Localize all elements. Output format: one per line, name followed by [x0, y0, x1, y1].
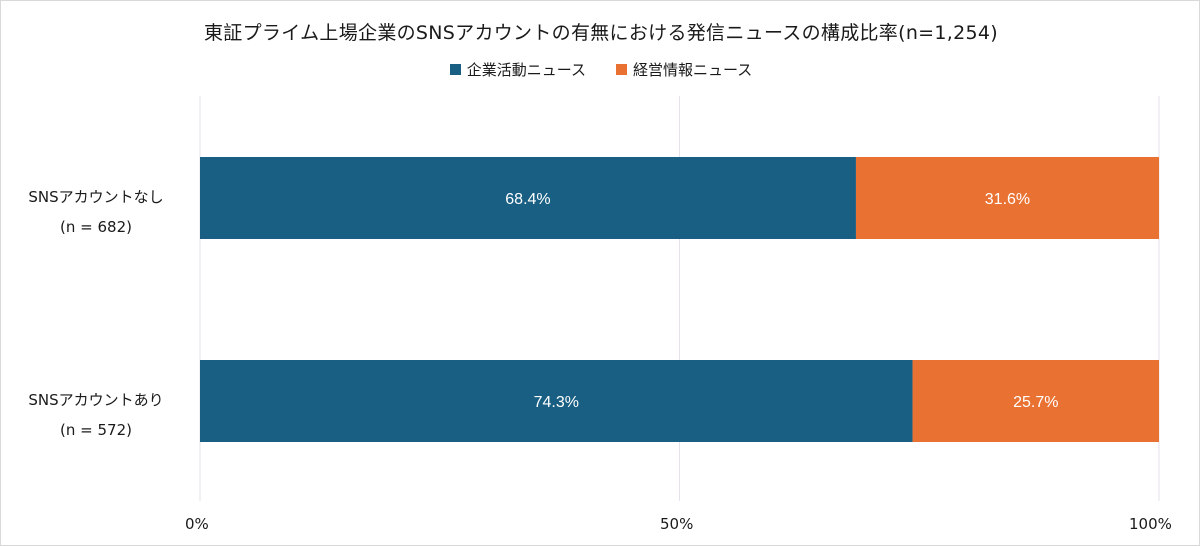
x-tick-label-100: 100% — [1129, 515, 1172, 533]
data-label-1-0: 74.3% — [534, 394, 579, 411]
chart-title: 東証プライム上場企業のSNSアカウントの有無における発信ニュースの構成比率(n=… — [204, 22, 998, 44]
legend-label-corporate-activity: 企業活動ニュース — [466, 61, 586, 79]
legend: 企業活動ニュース 経営情報ニュース — [1, 59, 1200, 80]
category-label-with-sns: SNSアカウントあり (n = 572) — [1, 385, 191, 445]
category-count-with-sns: (n = 572) — [60, 421, 132, 439]
legend-swatch-corporate-activity — [449, 64, 461, 75]
category-name-no-sns: SNSアカウントなし — [28, 188, 164, 206]
category-label-no-sns: SNSアカウントなし (n = 682) — [1, 182, 191, 242]
data-label-0-1: 31.6% — [985, 191, 1030, 208]
legend-label-management-info: 経営情報ニュース — [633, 61, 753, 79]
x-tick-label-0: 0% — [185, 515, 209, 533]
legend-item-management-info: 経営情報ニュース — [616, 59, 752, 80]
bar-segment-1-0 — [200, 360, 913, 442]
category-count-no-sns: (n = 682) — [60, 218, 132, 236]
bar-segment-1-1 — [912, 360, 1159, 442]
legend-item-corporate-activity: 企業活動ニュース — [449, 59, 586, 80]
data-label-0-0: 68.4% — [505, 191, 550, 208]
bar-segment-0-1 — [855, 157, 1159, 239]
data-label-1-1: 25.7% — [1013, 394, 1058, 411]
x-tick-label-50: 50% — [660, 515, 694, 533]
bar-segment-0-0 — [200, 157, 856, 239]
legend-swatch-management-info — [616, 64, 627, 75]
category-name-with-sns: SNSアカウントあり — [28, 391, 164, 409]
